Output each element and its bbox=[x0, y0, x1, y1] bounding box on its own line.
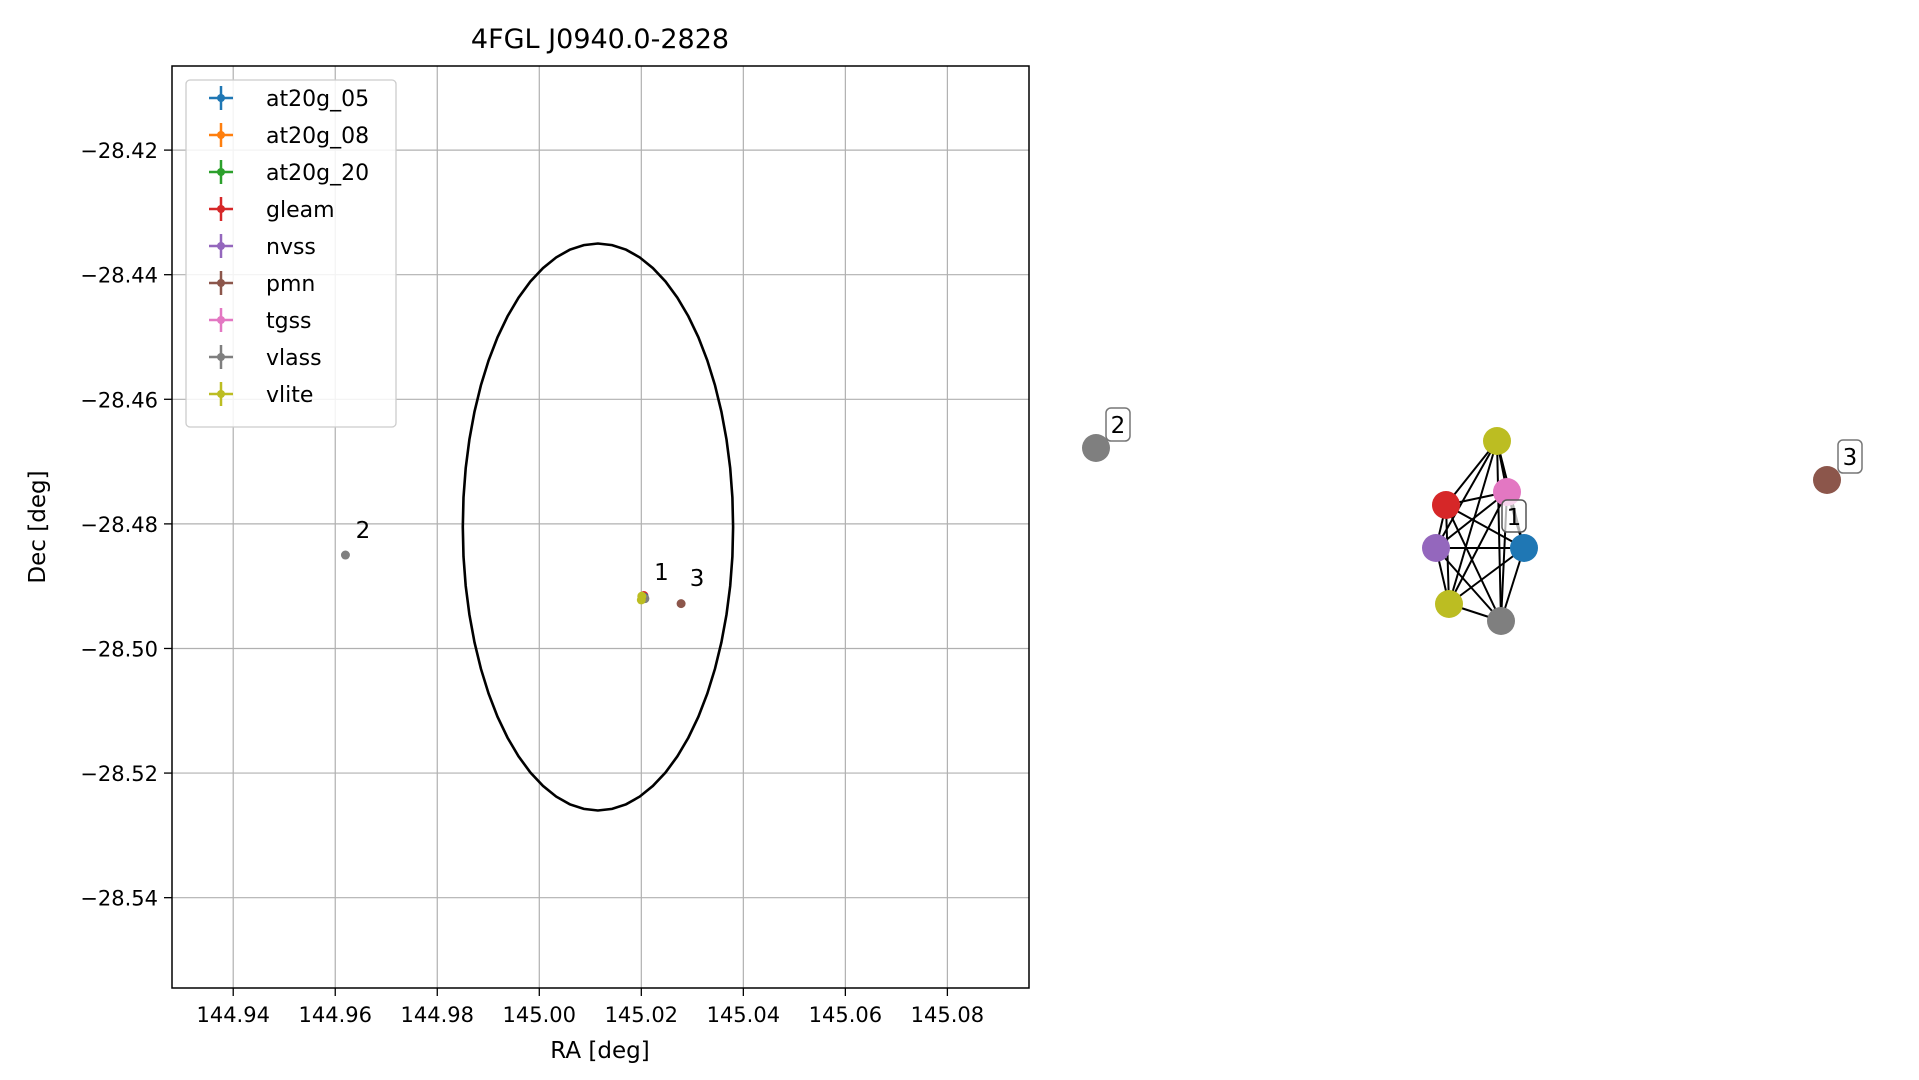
legend-marker-dot bbox=[217, 353, 225, 361]
network-edge bbox=[1445, 504, 1525, 549]
points-layer bbox=[340, 550, 686, 609]
source-point-pmn bbox=[676, 599, 686, 609]
group-labels-layer: 1 2 3 bbox=[356, 518, 705, 592]
network-edge bbox=[1448, 547, 1525, 605]
network-edge bbox=[1448, 440, 1498, 605]
source-point-vlite bbox=[636, 595, 646, 605]
group-label-2-text: 2 bbox=[1111, 413, 1126, 439]
group-label-3-text: 3 bbox=[1843, 445, 1858, 471]
y-axis: −28.42 −28.44 −28.46 −28.48 −28.50 −28.52 −28.… bbox=[80, 139, 172, 911]
node-vlass-isolated bbox=[1082, 434, 1110, 462]
legend-label: vlass bbox=[266, 346, 322, 371]
legend-marker-dot bbox=[217, 279, 225, 287]
group-label: 3 bbox=[690, 566, 705, 592]
y-tick-label: −28.46 bbox=[80, 388, 158, 412]
node-vlite-top bbox=[1483, 427, 1511, 455]
legend-marker-dot bbox=[217, 168, 225, 176]
x-tick-label: 144.98 bbox=[401, 1003, 474, 1027]
node-tgss bbox=[1493, 478, 1521, 506]
x-tick-label: 145.02 bbox=[605, 1003, 678, 1027]
legend-label: vlite bbox=[266, 383, 313, 408]
y-tick-label: −28.48 bbox=[80, 513, 158, 537]
x-tick-label: 145.06 bbox=[809, 1003, 882, 1027]
ellipse-layer bbox=[461, 242, 735, 812]
x-tick-label: 145.00 bbox=[503, 1003, 576, 1027]
plot-frame bbox=[171, 65, 1030, 989]
x-axis: 144.94 144.96 144.98 145.00 145.02 145.04 145.… bbox=[196, 988, 984, 1027]
node-pmn bbox=[1813, 466, 1841, 494]
group-label-3-box bbox=[1837, 439, 1863, 474]
group-label-1: 1 bbox=[1501, 499, 1527, 533]
legend-marker-dot bbox=[217, 242, 225, 250]
y-axis-label: Dec [deg] bbox=[25, 470, 51, 583]
group-label-1-text: 1 bbox=[1507, 505, 1522, 531]
group-label-2: 2 bbox=[1105, 407, 1131, 442]
scatter-panel: 4FGL J0940.0-2828 1 2 3 144.94 144.96 144.98… bbox=[25, 24, 1030, 1064]
group-label-3: 3 bbox=[1837, 439, 1863, 474]
legend-label: gleam bbox=[266, 198, 335, 223]
legend-marker-dot bbox=[217, 205, 225, 213]
legend-label: pmn bbox=[266, 272, 315, 297]
node-nvss bbox=[1422, 534, 1450, 562]
legend-marker-dot bbox=[217, 131, 225, 139]
legend-marker-dot bbox=[217, 94, 225, 102]
group-label-2-box bbox=[1105, 407, 1131, 442]
x-tick-label: 144.94 bbox=[196, 1003, 269, 1027]
network-edge bbox=[1435, 547, 1502, 622]
legend-label: tgss bbox=[266, 309, 312, 334]
node-gleam bbox=[1432, 491, 1460, 519]
legend-label: nvss bbox=[266, 235, 316, 260]
x-tick-label: 145.04 bbox=[707, 1003, 780, 1027]
y-tick-label: −28.44 bbox=[80, 264, 158, 288]
node-vlass-cluster bbox=[1487, 607, 1515, 635]
legend-label: at20g_20 bbox=[266, 161, 369, 186]
localization-ellipse bbox=[461, 242, 735, 812]
x-axis-label: RA [deg] bbox=[550, 1038, 649, 1064]
legend-label: at20g_08 bbox=[266, 124, 369, 149]
group-label: 1 bbox=[654, 560, 669, 586]
group-label: 2 bbox=[356, 518, 371, 544]
network-edge bbox=[1496, 440, 1502, 622]
legend-label: at20g_05 bbox=[266, 87, 369, 112]
source-point-vlass bbox=[340, 550, 350, 560]
group-label-1-box bbox=[1501, 499, 1527, 533]
y-tick-label: −28.54 bbox=[80, 887, 158, 911]
network-edge bbox=[1445, 504, 1502, 622]
x-tick-label: 145.08 bbox=[911, 1003, 984, 1027]
network-panel: 1 2 3 bbox=[1082, 407, 1863, 635]
node-at20g-05 bbox=[1510, 534, 1538, 562]
legend-box bbox=[185, 79, 397, 428]
legend-marker-dot bbox=[217, 316, 225, 324]
y-tick-label: −28.50 bbox=[80, 637, 158, 661]
legend-marker-dot bbox=[217, 390, 225, 398]
y-tick-label: −28.52 bbox=[80, 762, 158, 786]
x-tick-label: 144.96 bbox=[298, 1003, 371, 1027]
node-vlite-bottom bbox=[1435, 590, 1463, 618]
y-tick-label: −28.42 bbox=[80, 139, 158, 163]
chart-title: 4FGL J0940.0-2828 bbox=[471, 24, 729, 55]
